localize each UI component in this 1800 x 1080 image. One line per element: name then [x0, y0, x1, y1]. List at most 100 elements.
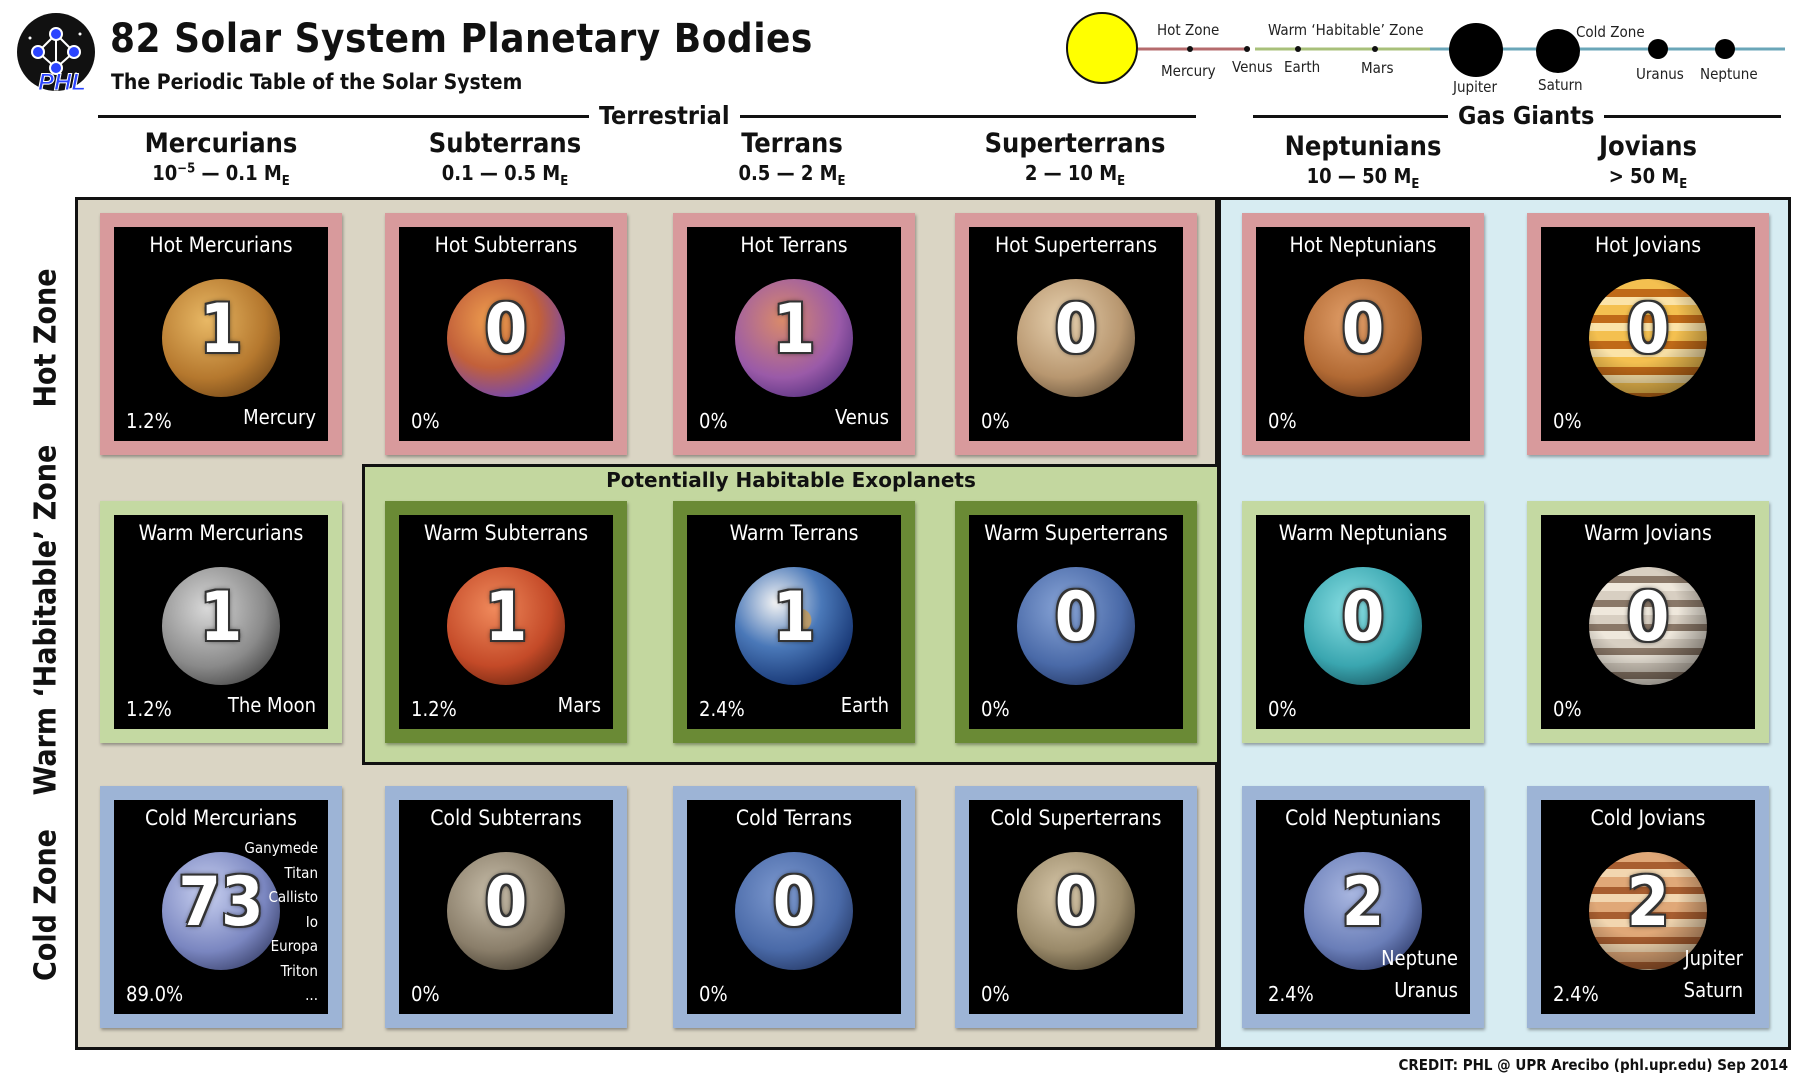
cell-percent: 0% [411, 982, 440, 1006]
group-terrestrial: Terrestrial [589, 101, 740, 130]
cell-title: Cold Superterrans [990, 806, 1162, 830]
cell-title: Cold Terrans [735, 806, 853, 830]
legend-warm-zone: Warm ‘Habitable’ Zone [1268, 21, 1424, 39]
column-header-neptunians: Neptunians 10 — 50 ME [1284, 131, 1442, 192]
cell-count: 73 [178, 863, 264, 942]
cell-percent: 0% [699, 982, 728, 1006]
cell-warm-terrans: Warm Terrans 1 2.4% Earth [673, 501, 915, 743]
cell-warm-subterrans: Warm Subterrans 1 1.2% Mars [385, 501, 627, 743]
cell-count: 1 [772, 578, 816, 657]
cell-percent: 1.2% [126, 697, 172, 721]
cell-example: Neptune [1381, 946, 1458, 970]
row-label-warm-zone: Warm ‘Habitable’ Zone [28, 444, 64, 796]
neptune-planet-icon [1304, 852, 1422, 970]
neptune-dot [1715, 39, 1735, 59]
column-header-terrans: Terrans 0.5 — 2 ME [738, 128, 846, 189]
cell-title: Hot Neptunians [1289, 233, 1437, 257]
cell-warm-mercurians: Warm Mercurians 1 1.2% The Moon [100, 501, 342, 743]
hot-superterran-planet-icon [1017, 279, 1135, 397]
column-header-superterrans: Superterrans 2 — 10 ME [984, 128, 1166, 189]
moon-name: Io [305, 912, 318, 931]
cold-superterran-planet-icon [1017, 852, 1135, 970]
cell-cold-jovians: Cold Jovians 2 2.4% Jupiter Saturn [1527, 786, 1769, 1028]
cell-title: Warm Superterrans [984, 521, 1168, 545]
habitable-title: Potentially Habitable Exoplanets [606, 468, 976, 492]
cell-percent: 0% [1553, 697, 1582, 721]
cell-title: Cold Jovians [1590, 806, 1706, 830]
moon-name: Callisto [268, 888, 318, 906]
cell-count: 0 [1341, 578, 1385, 657]
moon-name: Europa [270, 937, 318, 955]
row-label-hot-zone: Hot Zone [28, 268, 64, 408]
legend-venus: Venus [1232, 58, 1273, 76]
jupiter-planet-icon [1589, 852, 1707, 970]
group-gas-giants: Gas Giants [1448, 101, 1605, 130]
cell-example: Earth [840, 693, 889, 717]
cell-cold-terrans: Cold Terrans 0 0% [673, 786, 915, 1028]
cell-count: 0 [1054, 578, 1098, 657]
cell-percent: 0% [981, 982, 1010, 1006]
cell-warm-jovians: Warm Jovians 0 0% [1527, 501, 1769, 743]
cell-percent: 1.2% [411, 697, 457, 721]
cell-percent: 0% [411, 409, 440, 433]
cell-warm-superterrans: Warm Superterrans 0 0% [955, 501, 1197, 743]
moon-name: Triton [280, 961, 318, 980]
cell-hot-superterrans: Hot Superterrans 0 0% [955, 213, 1197, 455]
cell-title: Cold Subterrans [430, 806, 582, 830]
cell-title: Hot Mercurians [149, 233, 293, 257]
column-header-subterrans: Subterrans 0.1 — 0.5 ME [428, 128, 582, 189]
cell-warm-neptunians: Warm Neptunians 0 0% [1242, 501, 1484, 743]
page-subtitle: The Periodic Table of the Solar System [111, 70, 523, 94]
cell-percent: 0% [1268, 697, 1297, 721]
cell-percent: 1.2% [126, 409, 172, 433]
venus-dot [1244, 46, 1250, 52]
cell-title: Warm Subterrans [423, 521, 589, 545]
legend-mars: Mars [1361, 59, 1394, 77]
page-title: 82 Solar System Planetary Bodies [110, 16, 813, 62]
hot-subterran-planet-icon [447, 279, 565, 397]
legend-saturn: Saturn [1538, 76, 1583, 94]
earth-planet-icon [735, 567, 853, 685]
hot-jovian-planet-icon [1589, 279, 1707, 397]
moon-name: Titan [284, 863, 318, 882]
cell-example: The Moon [227, 693, 316, 717]
cell-hot-mercurians: Hot Mercurians 1 1.2% Mercury [100, 213, 342, 455]
legend-cold-zone: Cold Zone [1576, 23, 1645, 41]
cell-title: Warm Jovians [1584, 521, 1712, 545]
cell-examples: Neptune Uranus [1381, 942, 1458, 1006]
cell-percent: 0% [1268, 409, 1297, 433]
earth-dot [1295, 46, 1301, 52]
cell-count: 1 [484, 578, 528, 657]
logo-text: PHL [38, 69, 86, 92]
cell-count: 0 [1626, 578, 1670, 657]
moon-planet-icon [162, 567, 280, 685]
cell-example: Mars [557, 693, 601, 717]
mercury-dot [1187, 46, 1193, 52]
phl-logo: PHL [16, 12, 96, 97]
legend-uranus: Uranus [1636, 65, 1684, 83]
cell-count: 1 [199, 578, 243, 657]
cell-title: Hot Jovians [1594, 233, 1702, 257]
legend-earth: Earth [1284, 58, 1321, 76]
cell-hot-jovians: Hot Jovians 0 0% [1527, 213, 1769, 455]
cell-title: Hot Subterrans [434, 233, 578, 257]
cell-count: 0 [484, 290, 528, 369]
cell-count: 0 [1626, 290, 1670, 369]
moon-name: Ganymede [244, 839, 318, 857]
cell-percent: 0% [981, 697, 1010, 721]
zone-legend: Hot Zone Warm ‘Habitable’ Zone Cold Zone… [1060, 8, 1790, 104]
cell-count: 0 [484, 863, 528, 942]
cell-count: 2 [1341, 863, 1385, 942]
column-header-mercurians: Mercurians 10−5 — 0.1 ME [144, 128, 298, 189]
cell-count: 1 [199, 290, 243, 369]
hot-neptunian-planet-icon [1304, 279, 1422, 397]
cell-example: Mercury [243, 405, 316, 429]
column-header-jovians: Jovians > 50 ME [1598, 131, 1698, 192]
sun-icon [1066, 12, 1138, 84]
cold-subterran-planet-icon [447, 852, 565, 970]
cell-hot-terrans: Hot Terrans 1 0% Venus [673, 213, 915, 455]
cell-count: 2 [1626, 863, 1670, 942]
legend-jupiter: Jupiter [1453, 78, 1497, 96]
cell-percent: 0% [699, 409, 728, 433]
cell-title: Warm Mercurians [138, 521, 304, 545]
